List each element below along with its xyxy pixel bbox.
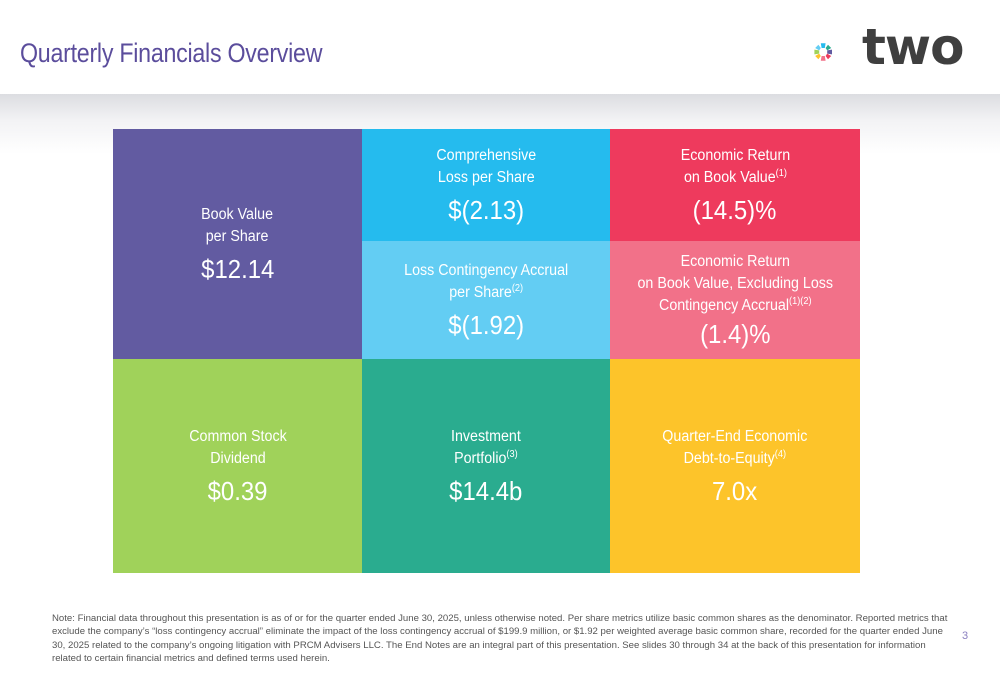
tile-investment-portfolio: Investment Portfolio(3) $14.4b <box>362 359 610 573</box>
tile-dividend: Common Stock Dividend $0.39 <box>113 359 362 573</box>
tile-value: $12.14 <box>200 253 275 284</box>
tile-value: (1.4)% <box>699 318 771 349</box>
metrics-grid: Book Value per Share $12.14 Comprehensiv… <box>113 129 860 573</box>
tile-comprehensive-loss: Comprehensive Loss per Share $(2.13) <box>362 129 610 241</box>
tile-label: Loss Contingency Accrual per Share(2) <box>403 261 569 301</box>
tile-economic-return-excluding: Economic Return on Book Value, Excluding… <box>610 241 860 359</box>
tile-book-value: Book Value per Share $12.14 <box>113 129 362 359</box>
tile-debt-to-equity: Quarter-End Economic Debt-to-Equity(4) 7… <box>610 359 860 573</box>
tile-label: Book Value per Share <box>201 205 274 245</box>
tile-label: Investment Portfolio(3) <box>451 427 521 467</box>
tile-economic-return: Economic Return on Book Value(1) (14.5)% <box>610 129 860 241</box>
tile-value: $(1.92) <box>448 309 524 340</box>
tile-value: 7.0x <box>712 475 758 506</box>
tile-value: $14.4b <box>449 475 523 506</box>
tile-label: Quarter-End Economic Debt-to-Equity(4) <box>662 427 808 467</box>
tile-value: $0.39 <box>207 475 268 506</box>
page-number: 3 <box>962 630 969 642</box>
page-title: Quarterly Financials Overview <box>20 38 323 68</box>
tile-label: Comprehensive Loss per Share <box>436 146 536 186</box>
two-logo-icon <box>814 43 832 61</box>
logo-wordmark: two <box>862 18 964 76</box>
tile-value: (14.5)% <box>693 194 777 225</box>
tile-loss-contingency: Loss Contingency Accrual per Share(2) $(… <box>362 241 610 359</box>
tile-label: Economic Return on Book Value, Excluding… <box>637 252 833 314</box>
tile-label: Common Stock Dividend <box>188 427 287 467</box>
footnote: Note: Financial data throughout this pre… <box>52 613 948 665</box>
tile-value: $(2.13) <box>448 194 524 225</box>
tile-label: Economic Return on Book Value(1) <box>680 146 790 186</box>
